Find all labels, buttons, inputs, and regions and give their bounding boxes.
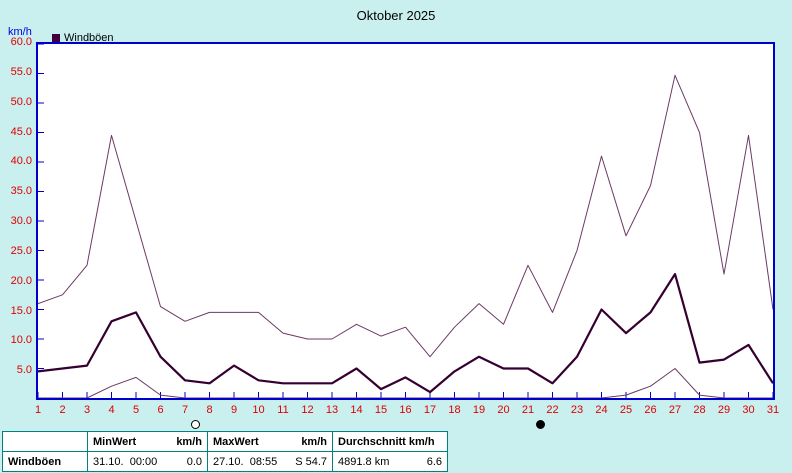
x-axis-tick-label: 27	[668, 404, 682, 416]
x-axis-tick-label: 25	[619, 404, 633, 416]
x-axis-tick-label: 30	[742, 404, 755, 416]
y-axis-tick-label: 55.0	[10, 65, 32, 78]
y-axis-tick-label: 5.0	[16, 364, 32, 377]
chart-canvas	[38, 44, 773, 398]
x-axis-tick-label: 3	[83, 404, 91, 416]
x-axis-tick-label: 29	[717, 404, 731, 416]
x-axis-tick-label: 21	[521, 404, 535, 416]
durchschnitt-header-label: Durchschnitt km/h	[338, 435, 435, 448]
table-row-label: Windböen	[3, 452, 87, 471]
x-axis-tick-label: 18	[448, 404, 461, 416]
x-axis-tick-label: 12	[301, 404, 314, 416]
legend-swatch	[52, 34, 60, 42]
windrun-value: 4891.8 km	[338, 455, 390, 468]
x-axis-tick-label: 7	[181, 404, 189, 416]
series-windboeen-min	[38, 368, 773, 398]
y-axis-tick-label: 30.0	[10, 215, 32, 227]
table-header-durchschnitt: Durchschnitt km/h	[333, 432, 447, 451]
table-value-durchschnitt: 4891.8 km 6.6	[333, 452, 447, 471]
y-axis-tick-label: 60.0	[10, 36, 32, 48]
y-axis-unit-label: km/h	[8, 26, 32, 38]
durchschnitt-value: 6.6	[426, 455, 442, 468]
y-axis-labels: 60.0 55.0 50.0 45.0 40.0 35.0 30.0 25.0 20.0 15.0…	[0, 0, 34, 473]
y-axis-tick-label: 35.0	[10, 185, 32, 198]
x-axis-tick-label: 4	[108, 404, 115, 416]
y-axis-tick-label: 15.0	[10, 304, 32, 317]
x-axis-tick-label: 22	[546, 404, 559, 416]
x-axis-tick-label: 20	[497, 404, 510, 416]
x-axis-tick-label: 15	[374, 404, 388, 416]
x-axis-tick-label: 2	[59, 404, 66, 416]
table-header-minwert: MinWert km/h	[88, 432, 207, 451]
y-axis-tick-label: 20.0	[10, 274, 32, 287]
chart-title: Oktober 2025	[356, 8, 436, 23]
x-axis-tick-label: 16	[399, 404, 412, 416]
series-windboeen-max	[38, 74, 773, 358]
moon-phase-filled-icon	[536, 420, 546, 429]
x-axis-tick-label: 8	[206, 404, 213, 416]
legend-label: Windböen	[64, 32, 114, 44]
x-axis-tick-label: 17	[423, 404, 437, 416]
series-windboeen-durchschnitt	[38, 273, 773, 394]
table-corner-cell	[3, 432, 87, 451]
maxwert-header-unit: km/h	[301, 435, 327, 448]
x-axis-tick-label: 5	[132, 404, 140, 416]
x-axis-tick-label: 13	[325, 404, 339, 416]
minwert-value: 0.0	[186, 455, 202, 468]
maxwert-header-label: MaxWert	[213, 435, 259, 448]
x-axis-tick-label: 10	[252, 404, 265, 416]
minwert-header-unit: km/h	[176, 435, 202, 448]
maxwert-value: S 54.7	[295, 455, 327, 468]
table-header-maxwert: MaxWert km/h	[208, 432, 332, 451]
minwert-datetime: 31.10. 00:00	[93, 455, 158, 468]
moon-phase-open-icon	[190, 420, 200, 429]
y-axis-tick-label: 40.0	[10, 155, 32, 168]
plot-area	[36, 42, 775, 400]
y-axis-tick-label: 45.0	[10, 125, 32, 138]
x-axis-tick-label: 26	[644, 404, 657, 416]
table-value-maxwert: 27.10. 08:55 S 54.7	[208, 452, 332, 471]
x-axis-tick-label: 14	[350, 404, 363, 416]
minwert-header-label: MinWert	[93, 435, 137, 448]
x-axis-tick-label: 28	[693, 404, 706, 416]
maxwert-datetime: 27.10. 08:55	[213, 455, 278, 468]
legend: Windböen	[52, 32, 114, 44]
x-axis-tick-label: 19	[472, 404, 486, 416]
x-axis-tick-label: 31	[766, 404, 780, 416]
x-axis-tick-label: 11	[277, 404, 289, 416]
x-axis-tick-label: 23	[570, 404, 584, 416]
x-axis-tick-label: 9	[230, 404, 238, 416]
x-axis-tick-label: 6	[157, 404, 164, 416]
y-axis-tick-label: 10.0	[10, 334, 32, 347]
summary-table: MinWert km/h MaxWert km/h Durchschnitt k…	[2, 431, 448, 472]
x-axis-tick-label: 24	[595, 404, 608, 416]
y-axis-tick-label: 50.0	[10, 95, 32, 108]
y-axis-tick-label: 25.0	[10, 244, 32, 257]
table-value-minwert: 31.10. 00:00 0.0	[88, 452, 207, 471]
